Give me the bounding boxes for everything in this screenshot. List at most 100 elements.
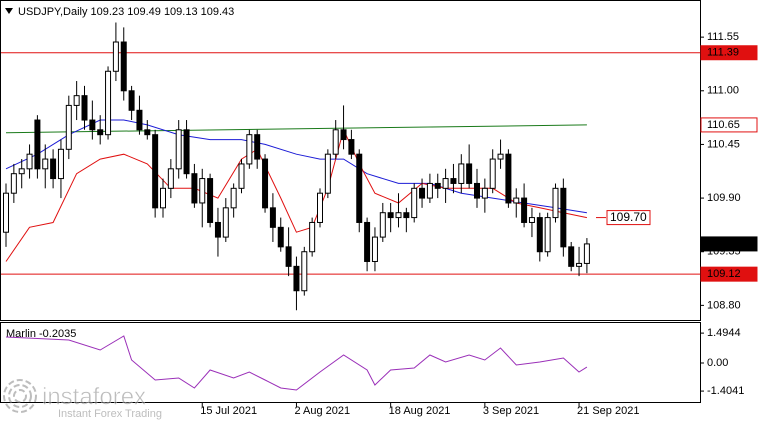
price-label-box: [700, 45, 758, 61]
candle-body: [324, 153, 331, 194]
candle-body: [403, 212, 410, 219]
candle-body: [505, 153, 512, 204]
candle-body: [3, 192, 9, 233]
candle-body: [317, 192, 323, 223]
candle-body: [544, 217, 551, 253]
candle-body: [411, 187, 418, 219]
candle-body: [489, 158, 496, 189]
candle-body: [254, 134, 261, 160]
candle-body: [426, 182, 433, 199]
candle-body: [167, 168, 174, 189]
x-tick-label: 3 Sep 2021: [483, 405, 539, 417]
candle-body: [293, 265, 300, 292]
candle-body: [348, 139, 355, 155]
indicator-line: [5, 335, 588, 391]
candle-body: [238, 163, 245, 189]
candle-body: [199, 178, 206, 204]
candle-body: [65, 104, 72, 150]
indicator-panel: [0, 322, 701, 403]
candle-body: [230, 187, 237, 209]
y-tick-label: 109.90: [707, 192, 741, 204]
candle-body: [466, 163, 473, 184]
candle-body: [340, 129, 347, 141]
watermark-logo: [13, 389, 27, 403]
candle-body: [356, 153, 363, 223]
y-tick-label: 111.55: [707, 31, 739, 43]
main-panel: [0, 0, 701, 321]
candle-body: [364, 221, 371, 262]
candle-body: [222, 207, 229, 238]
candle-body: [379, 212, 386, 238]
candle-body: [50, 158, 57, 180]
candle-body: [442, 178, 449, 189]
candle-body: [583, 243, 590, 264]
price-label: 109.43: [707, 238, 741, 250]
candle-body: [152, 134, 159, 209]
candle-body: [246, 134, 253, 165]
candle-body: [371, 236, 378, 262]
candle-body: [34, 119, 41, 170]
candle-body: [26, 153, 33, 170]
candle-body: [568, 246, 575, 267]
candle-body: [521, 197, 528, 223]
watermark-brand: instaforex: [42, 383, 146, 410]
moving-average: [5, 128, 588, 262]
y-tick-label: 1.4944: [707, 327, 741, 339]
y-tick-label: 108.80: [707, 299, 741, 311]
candle-body: [128, 90, 135, 111]
candle-body: [332, 129, 339, 155]
price-label-box: [606, 210, 651, 226]
candle-body: [536, 217, 543, 253]
candle-body: [183, 129, 190, 175]
chart-title: USDJPY,Daily 109.23 109.49 109.13 109.43: [18, 6, 234, 18]
candle-body: [10, 173, 17, 194]
candle-body: [474, 182, 480, 199]
candle-body: [214, 221, 221, 238]
candle-body: [458, 163, 465, 184]
candle-body: [552, 187, 559, 219]
candle-body: [481, 187, 488, 199]
x-tick-label: 18 Aug 2021: [389, 405, 451, 417]
candle-body: [419, 187, 426, 199]
x-tick-label: 15 Jul 2021: [200, 405, 257, 417]
candle-body: [97, 129, 104, 136]
x-tick-label: 21 Sep 2021: [577, 405, 639, 417]
candle-body: [528, 217, 535, 223]
price-label: 109.12: [707, 268, 741, 280]
candle-body: [136, 109, 143, 131]
price-label-box: [700, 117, 758, 133]
candle-body: [434, 182, 441, 189]
candle-body: [576, 262, 583, 267]
candle-body: [120, 41, 127, 92]
candle-body: [160, 187, 166, 209]
candle-body: [112, 41, 119, 72]
price-label-box: [700, 236, 758, 252]
candle-body: [497, 153, 504, 160]
y-tick-label: 0.00: [707, 357, 728, 369]
candle-body: [89, 119, 96, 131]
candle-body: [262, 158, 269, 209]
candle-body: [560, 187, 567, 248]
candle-body: [395, 212, 402, 219]
watermark-logo: [8, 384, 32, 408]
price-label-box: [700, 266, 758, 282]
collapse-icon: [5, 8, 13, 14]
candle-body: [269, 207, 276, 228]
candle-body: [309, 221, 316, 253]
y-tick-label: -1.4041: [707, 385, 744, 397]
candle-body: [285, 246, 292, 267]
y-tick-label: 110.45: [707, 138, 740, 150]
price-label: 111.39: [707, 47, 739, 59]
watermark-tagline: Instant Forex Trading: [58, 408, 162, 420]
candle-body: [144, 129, 151, 136]
candle-body: [105, 70, 112, 136]
candle-body: [175, 129, 182, 170]
candle-body: [57, 148, 64, 180]
candle-body: [42, 158, 49, 170]
y-tick-label: 111.00: [707, 85, 739, 97]
price-label: 109.70: [610, 210, 647, 224]
candle-body: [207, 178, 214, 223]
indicator-label: Marlin -0.2035: [6, 328, 76, 340]
